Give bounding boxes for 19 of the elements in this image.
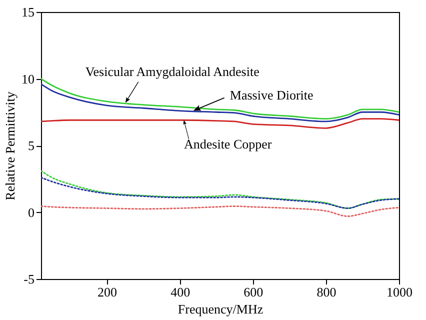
x-tick-label: 800 bbox=[316, 284, 336, 300]
x-axis-title: Frequency/MHz bbox=[178, 302, 264, 316]
y-tick-label: 10 bbox=[22, 71, 34, 86]
line-series bbox=[41, 176, 399, 209]
y-tick-label: -5 bbox=[24, 272, 34, 286]
x-tick-label: 400 bbox=[170, 284, 190, 300]
y-axis-title: Relative Permittivity bbox=[2, 91, 18, 200]
x-tick-label: 1000 bbox=[386, 284, 412, 300]
y-tick-label: 5 bbox=[28, 138, 34, 153]
line-series bbox=[41, 206, 399, 217]
line-series bbox=[41, 118, 399, 129]
annotation: Vesicular Amygdaloidal Andesite bbox=[85, 64, 260, 79]
y-tick-label: 0 bbox=[28, 204, 34, 220]
annotation: Massive Diorite bbox=[230, 87, 314, 102]
x-tick-label: 200 bbox=[98, 284, 118, 300]
x-tick-label: 600 bbox=[244, 284, 264, 300]
annotation: Andesite Copper bbox=[184, 136, 272, 152]
y-tick-label: 15 bbox=[22, 4, 34, 20]
line-series bbox=[41, 170, 399, 209]
